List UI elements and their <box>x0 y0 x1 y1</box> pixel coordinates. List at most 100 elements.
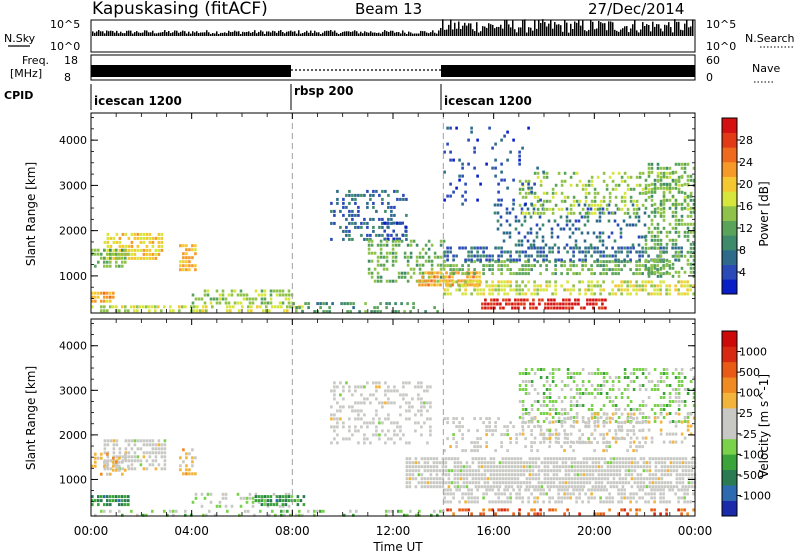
range-gate-cell <box>109 503 112 507</box>
range-gate-cell <box>609 473 613 477</box>
range-gate-cell <box>387 397 390 401</box>
range-gate-cell <box>611 288 614 292</box>
colorbar-swatch <box>722 408 737 424</box>
range-gate-cell <box>687 477 691 481</box>
range-gate-cell <box>301 310 304 314</box>
range-gate-cell <box>528 473 532 477</box>
range-gate-cell <box>570 465 574 469</box>
range-gate-cell <box>626 433 629 437</box>
nsky-sample <box>388 31 390 36</box>
range-gate-cell <box>336 441 339 445</box>
range-gate-cell <box>635 288 638 292</box>
range-gate-cell <box>617 437 620 441</box>
range-gate-cell <box>486 461 490 465</box>
nsky-sample <box>178 32 180 36</box>
range-gate-cell <box>570 469 574 473</box>
x-tick-label: 20:00 <box>577 524 612 538</box>
range-gate-cell <box>112 451 116 455</box>
range-gate-cell <box>446 280 449 284</box>
range-gate-cell <box>378 193 381 197</box>
range-gate-cell <box>405 393 408 397</box>
range-gate-cell <box>504 473 508 477</box>
range-gate-cell <box>436 271 439 275</box>
range-gate-cell <box>269 500 273 504</box>
range-gate-cell <box>200 297 204 301</box>
range-gate-cell <box>191 256 194 260</box>
range-gate-cell <box>179 268 182 272</box>
range-gate-cell <box>659 175 663 179</box>
range-gate-cell <box>668 206 672 210</box>
range-gate-cell <box>629 260 632 264</box>
range-gate-cell <box>504 481 508 485</box>
range-gate-cell <box>596 384 600 387</box>
range-gate-cell <box>602 433 605 437</box>
range-gate-cell <box>570 477 574 481</box>
range-gate-cell <box>109 291 112 295</box>
range-gate-cell <box>584 260 587 264</box>
range-gate-cell <box>391 255 395 259</box>
range-gate-cell <box>689 254 693 258</box>
range-gate-cell <box>518 388 522 391</box>
range-gate-cell <box>518 187 522 191</box>
range-gate-cell <box>567 457 571 461</box>
nsky-sample <box>330 30 332 36</box>
range-gate-cell <box>587 500 590 504</box>
colorbar-tick-label: 28 <box>739 134 753 147</box>
range-gate-cell <box>527 420 531 424</box>
range-gate-cell <box>533 284 536 288</box>
range-gate-cell <box>283 513 286 517</box>
range-gate-cell <box>497 496 500 500</box>
range-gate-cell <box>545 412 549 415</box>
nsky-sample <box>690 26 692 36</box>
range-gate-cell <box>605 268 608 272</box>
range-gate-cell <box>488 126 491 130</box>
range-gate-cell <box>429 457 433 461</box>
range-gate-cell <box>680 372 684 375</box>
range-gate-cell <box>503 492 506 496</box>
range-gate-cell <box>629 416 633 419</box>
range-gate-cell <box>130 439 134 443</box>
range-gate-cell <box>605 272 608 276</box>
range-gate-cell <box>501 477 505 481</box>
range-gate-cell <box>518 400 522 403</box>
range-gate-cell <box>336 189 339 193</box>
range-gate-cell <box>626 376 630 379</box>
range-gate-cell <box>500 508 503 512</box>
nsky-sample <box>124 33 126 36</box>
range-gate-cell <box>471 469 475 473</box>
range-gate-cell <box>637 243 641 247</box>
range-gate-cell <box>577 298 580 302</box>
range-gate-cell <box>453 477 457 481</box>
range-gate-cell <box>686 238 690 242</box>
range-gate-cell <box>136 236 140 240</box>
range-gate-cell <box>583 239 587 243</box>
cpid-label: CPID <box>4 89 33 102</box>
range-gate-cell <box>536 392 540 395</box>
range-gate-cell <box>506 433 509 437</box>
colorbar-tick-label: 16 <box>739 200 753 213</box>
range-gate-cell <box>443 280 446 284</box>
range-gate-cell <box>148 439 152 443</box>
range-gate-cell <box>552 461 556 465</box>
range-gate-cell <box>558 457 562 461</box>
range-gate-cell <box>593 199 597 203</box>
range-gate-cell <box>402 385 405 389</box>
range-gate-cell <box>480 461 484 465</box>
range-gate-cell <box>617 408 621 411</box>
range-gate-cell <box>644 441 647 445</box>
range-gate-cell <box>554 508 557 512</box>
range-gate-cell <box>562 298 565 302</box>
range-gate-cell <box>426 477 430 481</box>
range-gate-cell <box>578 441 581 445</box>
range-gate-cell <box>554 400 558 403</box>
range-gate-cell <box>659 404 663 407</box>
range-gate-cell <box>635 175 639 179</box>
range-gate-cell <box>641 488 644 492</box>
range-gate-cell <box>145 244 149 248</box>
range-gate-cell <box>584 425 587 429</box>
range-gate-cell <box>620 508 623 512</box>
range-gate-cell <box>127 467 131 471</box>
range-gate-cell <box>405 401 408 405</box>
range-gate-cell <box>593 396 597 399</box>
range-gate-cell <box>115 499 118 503</box>
